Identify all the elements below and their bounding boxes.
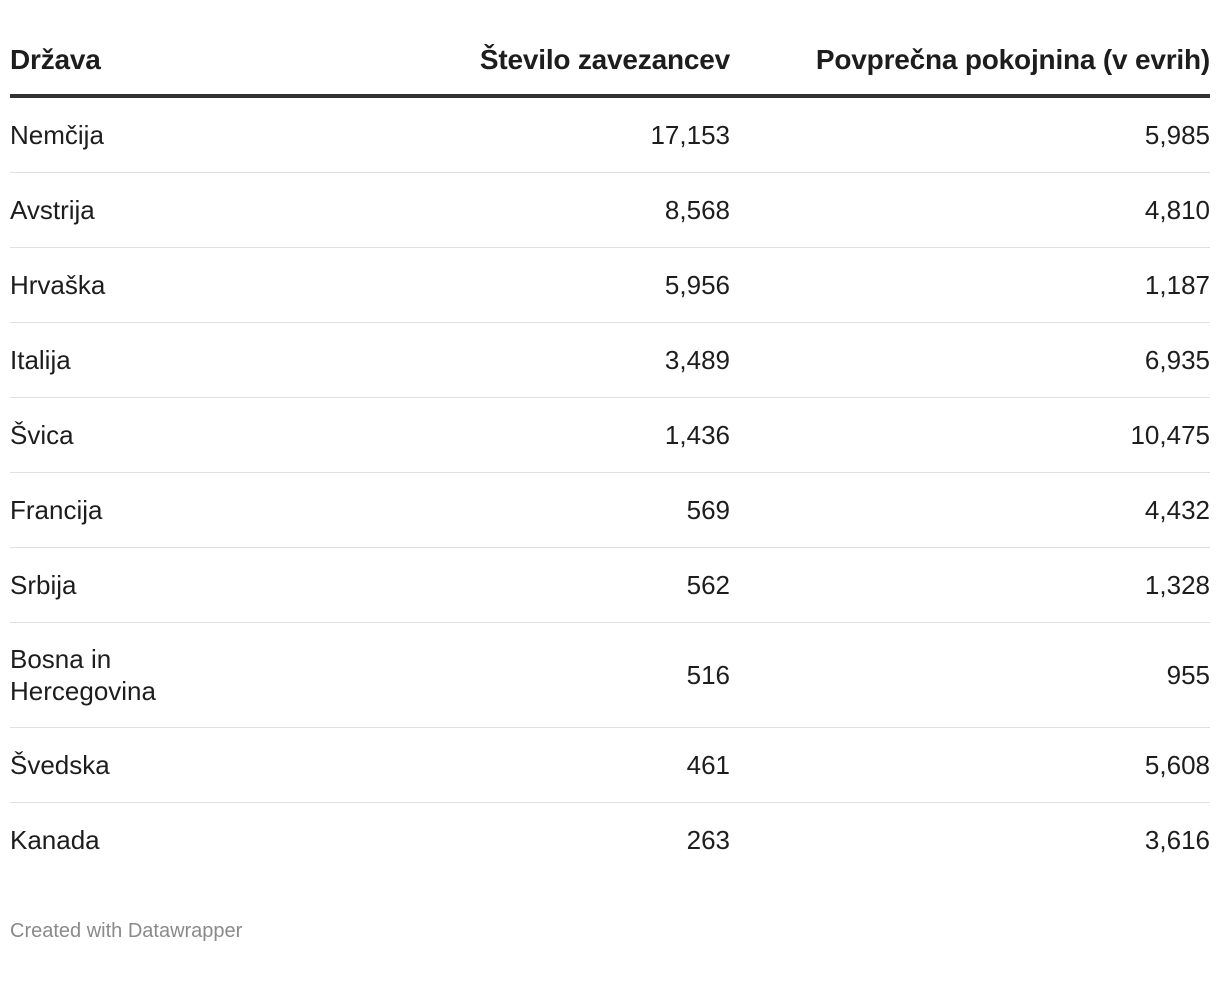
table-row: Kanada 263 3,616 <box>10 803 1210 878</box>
cell-country: Švica <box>10 397 370 473</box>
cell-pension: 5,608 <box>730 727 1210 803</box>
cell-count: 516 <box>370 622 730 728</box>
cell-count: 3,489 <box>370 322 730 398</box>
table-row: Avstrija 8,568 4,810 <box>10 172 1210 248</box>
cell-pension: 5,985 <box>730 96 1210 173</box>
table-body: Nemčija 17,153 5,985 Avstrija 8,568 4,81… <box>10 96 1210 877</box>
cell-country: Hrvaška <box>10 247 370 323</box>
cell-count: 17,153 <box>370 96 730 173</box>
cell-pension: 1,187 <box>730 247 1210 323</box>
table-row: Švica 1,436 10,475 <box>10 397 1210 473</box>
table-row: Italija 3,489 6,935 <box>10 322 1210 398</box>
header-row: Država Število zavezancev Povprečna poko… <box>10 44 1210 98</box>
cell-count: 569 <box>370 472 730 548</box>
header-count[interactable]: Število zavezancev <box>370 44 730 98</box>
cell-country: Švedska <box>10 727 370 803</box>
cell-country: Italija <box>10 322 370 398</box>
cell-count: 5,956 <box>370 247 730 323</box>
cell-count: 263 <box>686 824 730 855</box>
cell-pension: 1,328 <box>730 547 1210 623</box>
cell-count: 8,568 <box>370 172 730 248</box>
cell-country: Srbija <box>10 547 370 623</box>
table-row: Nemčija 17,153 5,985 <box>10 96 1210 173</box>
table-row: Francija 569 4,432 <box>10 472 1210 548</box>
table-row: Srbija 562 1,328 <box>10 547 1210 623</box>
cell-country: Kanada <box>10 825 100 855</box>
datawrapper-credit[interactable]: Created with Datawrapper <box>10 920 243 942</box>
table-row: Hrvaška 5,956 1,187 <box>10 247 1210 323</box>
cell-country: Francija <box>10 472 370 548</box>
cell-pension: 4,432 <box>730 472 1210 548</box>
table-row: Švedska 461 5,608 <box>10 727 1210 803</box>
pension-table: Država Število zavezancev Povprečna poko… <box>10 44 1210 877</box>
cell-pension: 3,616 <box>1144 824 1210 855</box>
cell-country: Bosna in Hercegovina <box>10 622 370 728</box>
cell-country: Avstrija <box>10 172 370 248</box>
cell-pension: 10,475 <box>730 397 1210 473</box>
cell-pension: 955 <box>730 622 1210 728</box>
cell-pension: 4,810 <box>730 172 1210 248</box>
cell-country: Nemčija <box>10 96 370 173</box>
header-pension[interactable]: Povprečna pokojnina (v evrih) <box>730 44 1210 98</box>
cell-count: 562 <box>370 547 730 623</box>
table-header: Država Število zavezancev Povprečna poko… <box>10 44 1210 98</box>
cell-count: 461 <box>370 727 730 803</box>
cell-pension: 6,935 <box>730 322 1210 398</box>
table-row: Bosna in Hercegovina 516 955 <box>10 622 1210 728</box>
cell-count: 1,436 <box>370 397 730 473</box>
header-country[interactable]: Država <box>10 44 370 98</box>
datawrapper-table-container: Država Število zavezancev Povprečna poko… <box>10 44 1210 942</box>
